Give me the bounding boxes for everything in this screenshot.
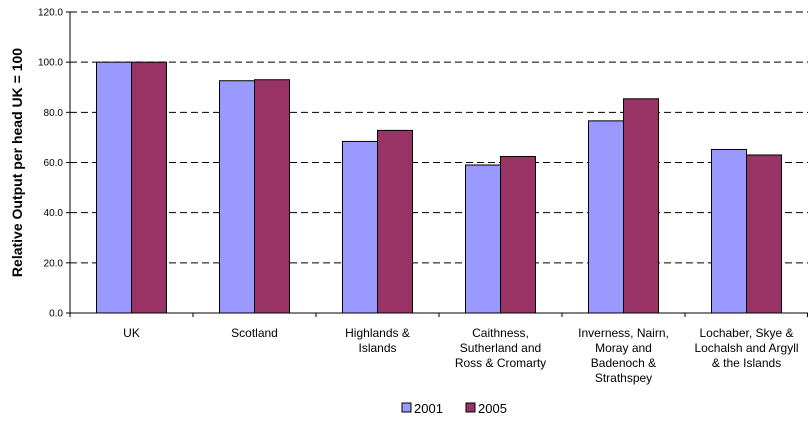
x-category-label: Inverness, Nairn, Moray and Badenoch & Stra… (578, 326, 669, 385)
x-category-label-line: Highlands & (345, 326, 410, 340)
y-tick-label: 80.0 (44, 108, 64, 119)
x-category-label-line: Scotland (231, 326, 278, 340)
bar-2001 (342, 140, 378, 314)
axes (66, 11, 808, 317)
y-tick-label: 100.0 (38, 58, 63, 69)
y-tick-label: 20.0 (44, 258, 64, 269)
legend: 2001 2005 (401, 401, 507, 416)
legend-label: 2005 (478, 401, 507, 416)
x-category-label-line: Sutherland and (460, 341, 541, 355)
labels: 0.0 20.0 40.0 60.0 80.0 100.0 120.0 UK Scotland H… (9, 8, 799, 386)
x-category-label-line: Strathspey (595, 371, 652, 385)
legend-label: 2001 (414, 401, 443, 416)
x-category-label-line: Inverness, Nairn, (578, 326, 669, 340)
bar-2005 (746, 154, 782, 314)
y-tick-label: 40.0 (44, 208, 64, 219)
x-category-label: UK (123, 326, 140, 340)
x-category-label-line: & the Islands (712, 356, 781, 370)
x-category-label-line: Lochalsh and Argyll (694, 341, 798, 355)
gridlines (70, 11, 808, 264)
x-category-label-line: Badenoch & (591, 356, 656, 370)
x-category-label-line: Lochaber, Skye & (699, 326, 793, 340)
bar-2005 (131, 61, 167, 314)
y-tick-label: 60.0 (44, 158, 64, 169)
bar-2001 (219, 80, 255, 314)
bar-2005 (623, 98, 659, 314)
x-category-label-line: Ross & Cromarty (455, 356, 546, 370)
bar-2001 (465, 164, 501, 314)
y-tick-label: 0.0 (49, 309, 63, 320)
bar-2001 (711, 148, 747, 314)
x-category-label-line: Caithness, (472, 326, 529, 340)
x-category-label-line: UK (123, 326, 140, 340)
bar-2005 (377, 129, 413, 314)
bar-2005 (500, 155, 536, 314)
bar-2005 (254, 79, 290, 314)
bar-2001 (588, 120, 624, 314)
y-tick-label: 120.0 (38, 8, 63, 19)
x-category-label-line: Moray and (595, 341, 652, 355)
x-category-label: Scotland (231, 326, 278, 340)
legend-swatch-2001 (401, 402, 412, 413)
bars (96, 61, 782, 314)
x-category-label: Lochaber, Skye & Lochalsh and Argyll & the… (694, 326, 798, 370)
x-category-label-line: Islands (358, 341, 396, 355)
legend-swatch-2005 (465, 402, 476, 413)
y-axis-title: Relative Output per head UK = 100 (9, 48, 25, 277)
x-category-label: Caithness, Sutherland and Ross & Cromarty (455, 326, 546, 370)
bar-2001 (96, 61, 132, 314)
x-category-label: Highlands & Islands (345, 326, 410, 355)
